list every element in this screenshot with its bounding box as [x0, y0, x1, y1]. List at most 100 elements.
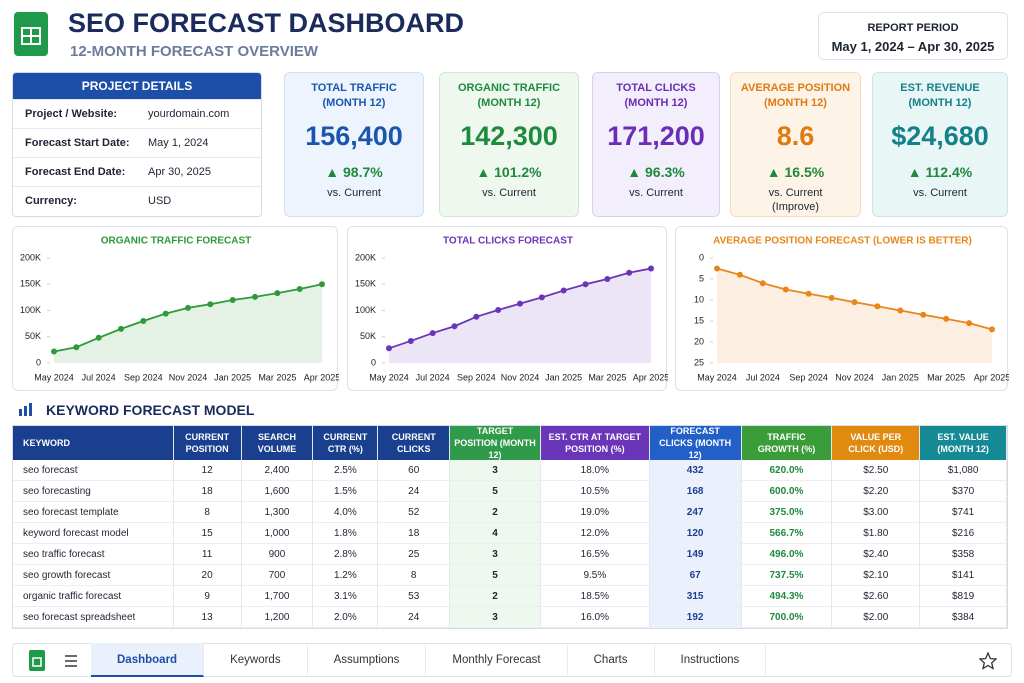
header-cell: VALUE PER CLICK (USD) — [832, 426, 921, 460]
table-cell: seo forecast spreadsheet — [13, 607, 174, 628]
chart-title: AVERAGE POSITION FORECAST (LOWER IS BETT… — [713, 236, 972, 247]
point — [989, 326, 995, 333]
point — [782, 286, 789, 293]
y-tick-label: 10 — [694, 294, 704, 304]
table-row: keyword forecast model 15 1,000 1.8% 18 4 12.0… — [13, 523, 1008, 544]
table-cell: 3 — [450, 607, 541, 628]
sheet-tab[interactable]: Instructions — [655, 643, 767, 677]
table-cell: 18 — [378, 523, 451, 544]
y-tick-label: 50K — [360, 331, 376, 341]
sheet-tab[interactable]: Dashboard — [91, 643, 205, 677]
kpi-subtitle: (MONTH 12) — [477, 97, 541, 109]
x-tick-label: Jul 2024 — [82, 372, 116, 382]
table-cell: 24 — [378, 481, 451, 502]
point — [386, 345, 392, 352]
table-cell: 192 — [649, 607, 742, 628]
table-cell: 4.0% — [313, 502, 379, 523]
table-cell: 9 — [173, 586, 242, 607]
table-cell: 1,200 — [241, 607, 314, 628]
point — [473, 313, 480, 320]
header-cell: CURRENT CTR (%) — [313, 426, 379, 460]
table-cell: 120 — [649, 523, 742, 544]
section-text: KEYWORD FORECAST MODEL — [46, 402, 255, 418]
x-tick-label: Mar 2025 — [588, 372, 626, 382]
y-tick-label: 20 — [694, 336, 704, 346]
table-cell: $819 — [920, 586, 1008, 607]
x-tick-label: May 2024 — [697, 372, 737, 382]
point — [296, 285, 303, 292]
table-cell: $1,080 — [920, 460, 1008, 481]
table-cell: $2.10 — [832, 565, 921, 586]
table-cell: $358 — [920, 544, 1008, 565]
point — [517, 300, 523, 307]
table-cell: 620.0% — [741, 460, 833, 481]
kpi-note: vs. Current — [327, 187, 381, 199]
point — [252, 293, 258, 300]
point — [966, 320, 973, 327]
table-cell: $2.60 — [832, 586, 921, 607]
point — [828, 294, 835, 301]
table-cell: 2.8% — [313, 544, 379, 565]
table-row: seo forecast spreadsheet 13 1,200 2.0% 24 3 16… — [13, 607, 1008, 628]
x-tick-label: May 2024 — [369, 372, 409, 382]
table-cell: 2 — [450, 502, 541, 523]
table-cell: 10.5% — [540, 481, 650, 502]
point — [118, 325, 124, 332]
point — [207, 301, 214, 308]
y-tick-label: 0 — [36, 357, 41, 367]
chart: ORGANIC TRAFFIC FORECAST 0 50K 100K 150K 200K… — [20, 236, 339, 383]
point — [851, 299, 858, 306]
detail-row: Forecast End Date: Apr 30, 2025 — [13, 157, 261, 186]
kpi-card: TOTAL CLICKS (MONTH 12) 171,200 ▲ 96.3% vs. … — [592, 72, 720, 217]
table-cell: 53 — [378, 586, 451, 607]
table-cell: 1.5% — [313, 481, 379, 502]
table-cell: 9.5% — [540, 565, 650, 586]
table-cell: seo growth forecast — [13, 565, 174, 586]
table-cell: $2.00 — [832, 607, 921, 628]
kpi-value: 8.6 — [776, 121, 815, 151]
y-tick-label: 50K — [25, 331, 41, 341]
kpi-value: $24,680 — [891, 121, 989, 151]
x-tick-label: Nov 2024 — [169, 372, 208, 382]
table-cell: 2 — [450, 586, 541, 607]
sheet-tab[interactable]: Keywords — [204, 643, 308, 677]
table-cell: $2.20 — [832, 481, 921, 502]
detail-label: Forecast End Date: — [25, 166, 126, 178]
point — [73, 344, 80, 351]
point — [943, 315, 950, 322]
table-cell: 1,700 — [241, 586, 314, 607]
kpi-note: vs. Current — [629, 187, 683, 199]
table-cell: 168 — [649, 481, 742, 502]
kpi-title: ORGANIC TRAFFIC — [457, 82, 561, 94]
table-cell: 18 — [173, 481, 242, 502]
point — [538, 294, 545, 301]
detail-value: Apr 30, 2025 — [148, 166, 211, 178]
point — [604, 276, 611, 282]
x-tick-label: Jul 2024 — [416, 372, 450, 382]
table-cell: 8 — [173, 502, 242, 523]
point — [451, 323, 458, 330]
sheet-tab[interactable]: Charts — [568, 643, 655, 677]
table-cell: $3.00 — [832, 502, 921, 523]
table-cell: 375.0% — [741, 502, 833, 523]
chart: AVERAGE POSITION FORECAST (LOWER IS BETT… — [694, 236, 1009, 383]
sheet-tab[interactable]: Assumptions — [308, 643, 427, 677]
x-tick-label: Mar 2025 — [927, 372, 965, 382]
x-tick-label: Sep 2024 — [457, 372, 496, 382]
kpi-card: AVERAGE POSITION (MONTH 12) 8.6 ▲ 16.5% vs. … — [730, 72, 861, 217]
kpi-title: TOTAL TRAFFIC — [311, 82, 397, 94]
y-tick-label: 200K — [355, 252, 376, 262]
header-cell: FORECAST CLICKS (MONTH 12) — [649, 426, 742, 460]
point — [626, 269, 633, 276]
table-cell: 18.0% — [540, 460, 650, 481]
y-tick-label: 100K — [355, 305, 376, 315]
table-cell: seo forecast — [13, 460, 174, 481]
kpi-change: ▲ 101.2% — [476, 164, 542, 180]
subtitle: 12-MONTH FORECAST OVERVIEW — [70, 43, 319, 60]
header-cell: EST. CTR AT TARGET POSITION (%) — [540, 426, 650, 460]
point — [95, 334, 102, 341]
sheet-tab[interactable]: Monthly Forecast — [426, 643, 568, 677]
kpi-card: ORGANIC TRAFFIC (MONTH 12) 142,300 ▲ 101.2%… — [439, 72, 579, 217]
kpi-subtitle: (MONTH 12) — [908, 97, 972, 109]
